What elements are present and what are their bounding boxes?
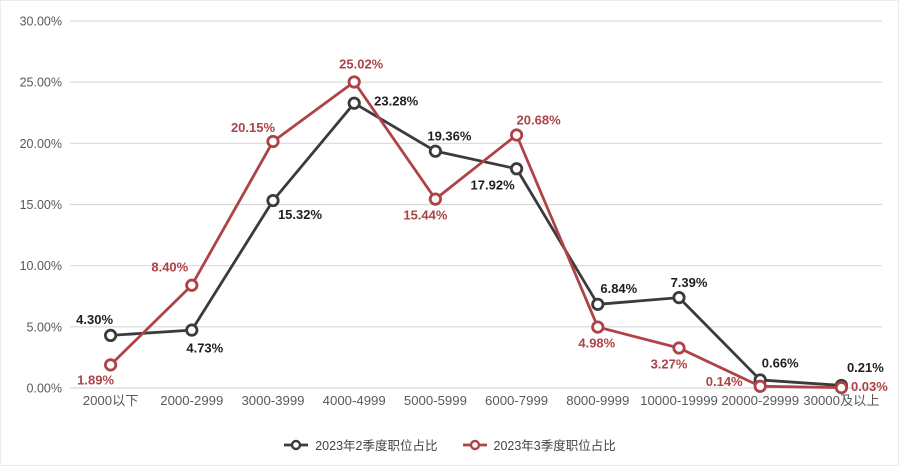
x-axis-label: 4000-4999 (323, 393, 386, 408)
data-point-label: 15.32% (278, 207, 323, 222)
data-point-label: 25.02% (339, 56, 384, 71)
x-axis-label: 5000-5999 (404, 393, 467, 408)
legend-line-marker-icon (462, 439, 487, 450)
data-point-marker (509, 128, 524, 142)
data-point-marker (428, 192, 442, 206)
x-axis-label: 30000及以上 (803, 393, 879, 408)
x-axis-label: 8000-9999 (566, 393, 629, 408)
data-point-marker (185, 278, 199, 292)
x-axis-label: 20000-29999 (721, 393, 799, 408)
data-point-label: 15.44% (403, 208, 448, 223)
data-point-label: 0.66% (762, 355, 799, 370)
legend-label-q2: 2023年2季度职位占比 (315, 439, 438, 453)
data-point-label: 6.84% (600, 281, 637, 296)
x-axis-label: 3000-3999 (241, 393, 304, 408)
data-point-marker (672, 341, 686, 355)
data-point-label: 7.39% (671, 275, 708, 290)
y-axis-label: 30.00% (20, 15, 62, 29)
data-point-label: 17.92% (471, 177, 516, 192)
data-point-label: 23.28% (374, 94, 419, 109)
y-axis-label: 25.00% (20, 76, 62, 90)
x-axis-label: 2000以下 (83, 393, 139, 408)
data-point-marker (753, 379, 767, 393)
legend-item-q3-2023[interactable]: 2023年3季度职位占比 (462, 435, 616, 454)
data-point-label: 4.73% (186, 341, 223, 356)
y-axis-label: 10.00% (20, 259, 62, 273)
data-point-label: 0.03% (851, 379, 888, 394)
data-point-marker (672, 290, 686, 305)
y-axis-label: 20.00% (20, 137, 62, 151)
data-point-label: 3.27% (651, 356, 688, 371)
data-point-marker (509, 162, 524, 176)
data-point-marker (591, 297, 605, 311)
x-axis-label: 6000-7999 (485, 393, 548, 408)
x-axis-label: 10000-19999 (640, 393, 718, 408)
data-point-label: 20.68% (517, 113, 562, 128)
data-point-marker (428, 144, 442, 158)
data-point-label: 4.98% (578, 336, 615, 351)
data-point-label: 8.40% (151, 260, 188, 275)
x-axis-label: 2000-2999 (160, 393, 223, 408)
data-point-marker (266, 193, 280, 208)
series-line-0 (109, 101, 843, 387)
data-point-label: 0.14% (706, 374, 743, 389)
data-point-label: 1.89% (77, 372, 114, 387)
y-axis-label: 0.00% (27, 382, 62, 396)
series-line-1 (109, 80, 843, 390)
data-point-marker (347, 96, 361, 110)
data-point-marker (266, 134, 280, 149)
y-axis-label: 5.00% (27, 320, 62, 334)
data-point-label: 19.36% (427, 129, 472, 144)
data-point-label: 4.30% (76, 312, 113, 327)
legend-label-q3: 2023年3季度职位占比 (493, 439, 616, 453)
data-point-marker (834, 381, 849, 395)
data-point-marker (104, 358, 118, 372)
legend-item-q2-2023[interactable]: 2023年2季度职位占比 (283, 435, 438, 454)
data-point-marker (104, 328, 118, 342)
legend-line-marker-icon (284, 439, 309, 450)
data-point-marker (185, 323, 199, 337)
data-point-marker (347, 75, 361, 89)
y-axis-label: 15.00% (20, 198, 62, 212)
legend: 2023年2季度职位占比 2023年3季度职位占比 (1, 435, 898, 454)
data-point-marker (591, 320, 605, 334)
data-point-label: 0.21% (847, 360, 884, 375)
data-point-label: 20.15% (231, 120, 276, 135)
